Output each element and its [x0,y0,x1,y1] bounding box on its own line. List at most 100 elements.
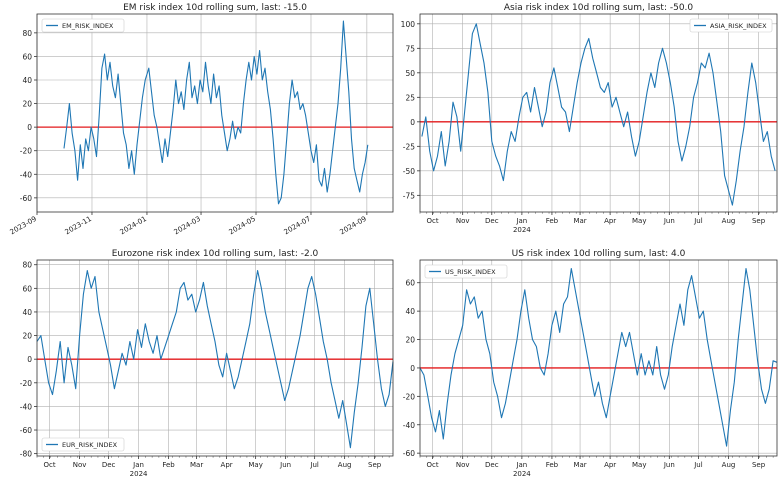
y-tick-label: 40 [22,308,32,317]
legend-box [424,264,508,279]
x-tick-label: 2024-03 [173,215,202,237]
plot-frame [419,13,778,213]
y-tick-label: 25 [405,93,415,102]
y-tick-label: -20 [20,379,32,388]
y-tick-label: 50 [405,69,415,78]
y-tick-label: 0 [410,118,415,127]
x-tick-label: Aug [722,461,736,469]
x-tick-sublabel: 2024 [513,226,531,234]
y-tick-label: 20 [405,336,415,345]
y-tick-label: 75 [405,44,415,53]
x-tick-label: Aug [338,461,352,469]
y-tick-label: 0 [27,355,32,364]
plot-frame [419,259,778,457]
x-tick-label: 2023-09 [9,215,38,237]
x-tick-label: Mar [573,461,586,469]
x-tick-label: Feb [546,461,559,469]
x-tick-label: Apr [221,461,233,469]
x-tick-label: 2023-11 [64,215,93,237]
y-tick-label: -20 [20,147,32,156]
x-tick-label: Dec [485,461,499,469]
y-tick-label: 80 [22,261,32,270]
x-tick-label: Nov [456,217,470,225]
y-tick-label: -80 [20,450,32,459]
chart-title: EM risk index 10d rolling sum, last: -15… [123,3,307,13]
y-tick-label: -60 [403,449,415,458]
y-tick-label: 0 [410,364,415,373]
x-tick-label: Dec [102,461,116,469]
x-tick-label: Sep [752,461,766,469]
x-tick-label: May [632,217,646,225]
x-tick-label: May [248,461,262,469]
x-tick-label: May [632,461,646,469]
x-tick-label: Oct [427,217,439,225]
x-tick-label: Apr [604,461,616,469]
chart-panel-1: Asia risk index 10d rolling sum, last: -… [401,3,778,234]
x-tick-label: Jun [279,461,291,469]
x-tick-label: Jun [663,217,675,225]
chart-panel-0: EM risk index 10d rolling sum, last: -15… [9,3,394,237]
x-tick-label: Mar [190,461,203,469]
x-tick-label: Oct [427,461,439,469]
chart-panel-2: Eurozone risk index 10d rolling sum, las… [20,249,394,478]
plot-frame [36,13,394,213]
x-tick-label: Jul [309,461,319,469]
x-tick-label: Nov [456,461,470,469]
y-tick-label: -40 [403,421,415,430]
x-tick-label: Jun [663,461,675,469]
legend-label: EUR_RISK_INDEX [62,441,118,449]
legend-box [41,437,125,452]
y-tick-label: 80 [22,29,32,38]
x-tick-label: 2024-01 [119,215,148,237]
y-tick-label: -75 [403,191,415,200]
x-tick-label: 2024-05 [228,215,257,237]
x-tick-label: 2024-09 [339,215,368,237]
chart-title: US risk index 10d rolling sum, last: 4.0 [512,249,686,259]
series-line [63,20,369,205]
series-line [421,23,776,206]
series-line [36,270,394,449]
y-tick-label: -60 [20,194,32,203]
y-tick-label: -50 [403,167,415,176]
plot-frame [36,259,394,457]
y-tick-label: 20 [22,100,32,109]
x-tick-label: Jan [515,217,527,225]
legend-label: ASIA_RISK_INDEX [710,22,767,30]
legend: EUR_RISK_INDEX [41,437,125,452]
x-tick-label: Dec [485,217,499,225]
legend: EM_RISK_INDEX [41,18,125,33]
y-tick-label: 0 [27,123,32,132]
legend-box [689,18,773,33]
y-tick-label: -20 [403,392,415,401]
x-tick-label: Oct [44,461,56,469]
x-tick-label: Sep [368,461,382,469]
y-tick-label: 100 [401,20,416,29]
x-tick-sublabel: 2024 [513,470,531,478]
y-tick-label: 60 [22,52,32,61]
x-tick-label: Feb [162,461,175,469]
y-tick-label: 20 [22,332,32,341]
legend-label: US_RISK_INDEX [445,268,496,276]
series-line [419,267,778,447]
x-tick-sublabel: 2024 [130,470,148,478]
y-tick-label: 60 [405,279,415,288]
x-tick-label: Jan [515,461,527,469]
x-tick-label: Jul [693,217,703,225]
y-tick-label: -25 [403,142,415,151]
x-tick-label: Nov [73,461,87,469]
chart-title: Eurozone risk index 10d rolling sum, las… [112,249,319,259]
legend: ASIA_RISK_INDEX [689,18,773,33]
x-tick-label: Feb [546,217,559,225]
x-tick-label: Apr [604,217,616,225]
chart-panel-3: US risk index 10d rolling sum, last: 4.0… [403,249,778,478]
legend-box [41,18,125,33]
legend: US_RISK_INDEX [424,264,508,279]
x-tick-label: Jul [693,461,703,469]
y-tick-label: 40 [22,76,32,85]
x-tick-label: Jan [132,461,144,469]
y-tick-label: 60 [22,284,32,293]
x-tick-label: Aug [722,217,736,225]
x-tick-label: 2024-07 [283,215,312,237]
